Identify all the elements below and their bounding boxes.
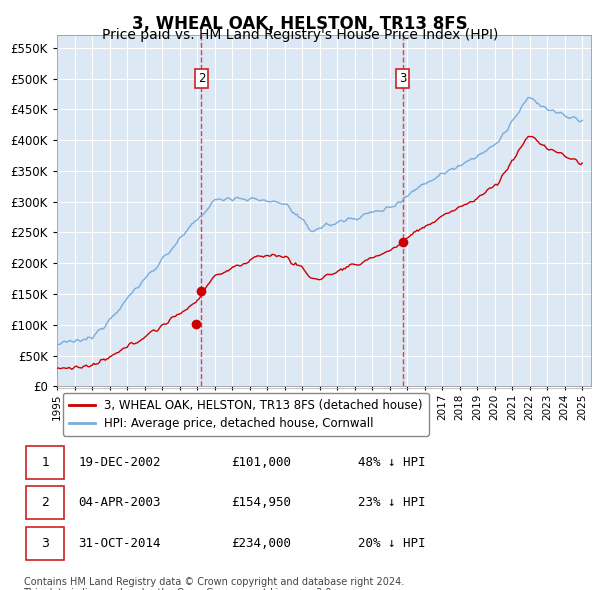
Text: 2: 2 — [41, 496, 49, 510]
Text: 31-OCT-2014: 31-OCT-2014 — [78, 537, 161, 550]
Text: £154,950: £154,950 — [231, 496, 291, 510]
FancyBboxPatch shape — [26, 527, 64, 560]
Text: 1: 1 — [41, 456, 49, 469]
Text: 20% ↓ HPI: 20% ↓ HPI — [358, 537, 425, 550]
Text: 3, WHEAL OAK, HELSTON, TR13 8FS: 3, WHEAL OAK, HELSTON, TR13 8FS — [132, 15, 468, 33]
Text: 48% ↓ HPI: 48% ↓ HPI — [358, 456, 425, 469]
Text: 04-APR-2003: 04-APR-2003 — [78, 496, 161, 510]
Text: £234,000: £234,000 — [231, 537, 291, 550]
Text: £101,000: £101,000 — [231, 456, 291, 469]
Text: Contains HM Land Registry data © Crown copyright and database right 2024.
This d: Contains HM Land Registry data © Crown c… — [23, 576, 404, 590]
Text: 3: 3 — [399, 72, 406, 85]
Text: 23% ↓ HPI: 23% ↓ HPI — [358, 496, 425, 510]
FancyBboxPatch shape — [26, 446, 64, 479]
FancyBboxPatch shape — [26, 487, 64, 519]
Text: 3: 3 — [41, 537, 49, 550]
Text: 19-DEC-2002: 19-DEC-2002 — [78, 456, 161, 469]
Legend: 3, WHEAL OAK, HELSTON, TR13 8FS (detached house), HPI: Average price, detached h: 3, WHEAL OAK, HELSTON, TR13 8FS (detache… — [63, 393, 428, 435]
Text: 2: 2 — [197, 72, 205, 85]
Text: Price paid vs. HM Land Registry's House Price Index (HPI): Price paid vs. HM Land Registry's House … — [102, 28, 498, 42]
